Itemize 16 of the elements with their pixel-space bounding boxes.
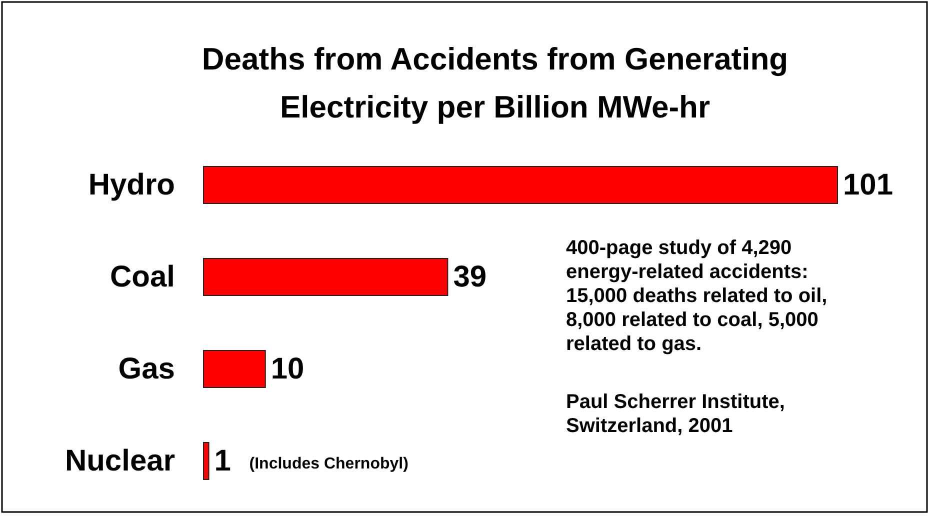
annotation: (Includes Chernobyl): [249, 456, 408, 472]
bar: [203, 258, 448, 296]
bar: [203, 442, 210, 480]
data-label: 10: [270, 352, 304, 386]
y-tick-label: Coal: [110, 260, 175, 294]
bar: [203, 350, 266, 388]
annotation: Paul Scherrer Institute, Switzerland, 2001: [566, 391, 785, 437]
y-tick-label: Hydro: [88, 168, 175, 202]
data-label: 101: [843, 168, 894, 202]
chart-title: Deaths from Accidents from Generating Electricity per Billion MWe-hr: [202, 42, 788, 124]
y-tick-label: Gas: [118, 352, 175, 386]
data-label: 39: [453, 260, 487, 294]
y-tick-label: Nuclear: [64, 444, 176, 478]
data-label: 1: [214, 444, 231, 478]
bar: [203, 166, 838, 204]
annotation: 400-page study of 4,290 energy-related accidents: 15,000 deaths related to oil, 8,000 related to coal, 5,000 related to gas.: [566, 237, 828, 355]
